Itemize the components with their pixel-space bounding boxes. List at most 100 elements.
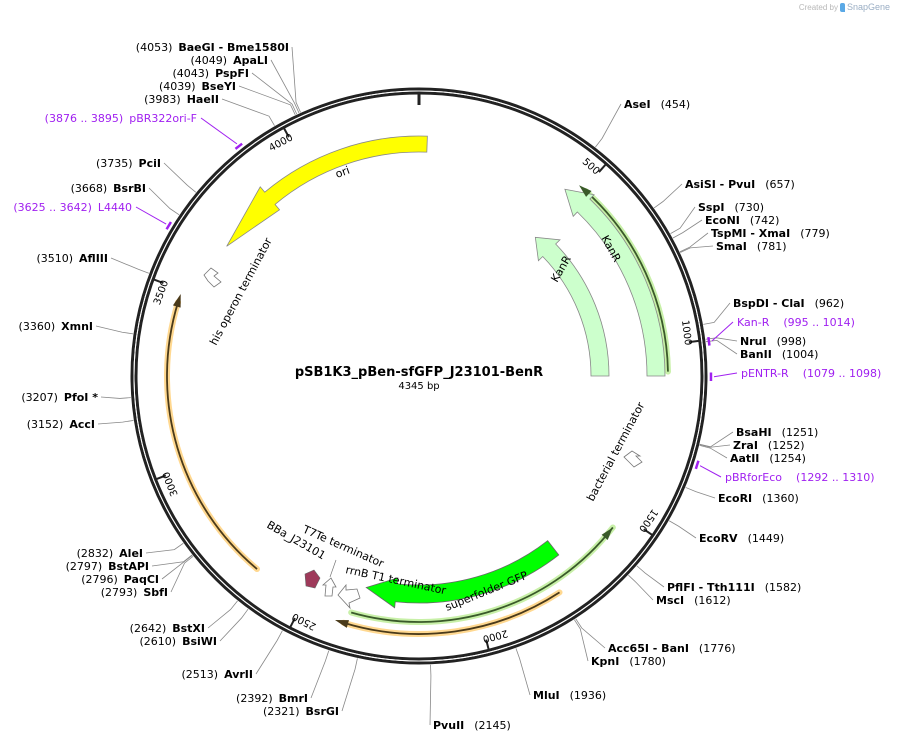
site-name: NruI [740, 335, 767, 348]
site-leader-line [219, 608, 249, 642]
restriction-site[interactable]: (4043) PspFI [173, 67, 249, 80]
site-name: PciI [139, 157, 161, 170]
restriction-site[interactable]: (2321) BsrGI [263, 705, 339, 718]
restriction-site[interactable]: BsaHI (1251) [736, 426, 818, 439]
restriction-site[interactable]: (2513) AvrII [182, 668, 253, 681]
site-position: (3360) [19, 320, 56, 333]
restriction-site[interactable]: KpnI (1780) [591, 655, 666, 668]
feature-bacterial-terminator[interactable] [623, 450, 643, 468]
site-position: (1251) [782, 426, 819, 439]
site-leader-line [238, 85, 296, 116]
site-name: BsrBI [113, 182, 146, 195]
feature-bba-j23101[interactable] [304, 569, 321, 589]
feature-superfolder-gfp[interactable] [365, 540, 560, 609]
restriction-site[interactable]: MluI (1936) [533, 689, 606, 702]
restriction-site[interactable]: TspMI - XmaI (779) [711, 227, 830, 240]
primer-name: Kan-R [737, 316, 770, 329]
site-name: BanII [740, 348, 772, 361]
site-leader-line [705, 339, 738, 355]
site-name: MscI [656, 594, 684, 607]
restriction-site[interactable]: ZraI (1252) [733, 439, 805, 452]
restriction-site[interactable]: (3207) PfoI * [21, 391, 98, 404]
restriction-site[interactable]: SmaI (781) [716, 240, 787, 253]
restriction-site[interactable]: EcoRI (1360) [718, 492, 799, 505]
primer-mark[interactable] [707, 337, 711, 346]
restriction-site[interactable]: MscI (1612) [656, 594, 731, 607]
primer[interactable]: Kan-R (995 .. 1014) [737, 316, 855, 329]
feature-ori[interactable] [226, 135, 428, 247]
restriction-site[interactable]: (2392) BmrI [236, 692, 308, 705]
label-his-operon-terminator: his operon terminator [207, 235, 275, 347]
restriction-site[interactable]: (4053) BaeGI - Bme1580I [136, 41, 289, 54]
restriction-site-labels: AseI (454) AsiSI - PvuI (657) SspI (730)EcoNI… [19, 41, 845, 732]
primer[interactable]: (3876 .. 3895) pBR322ori-F [45, 112, 197, 125]
tick-label: 2500 [290, 610, 318, 631]
site-leader-line [270, 59, 300, 114]
restriction-site[interactable]: (3668) BsrBI [71, 182, 146, 195]
restriction-site[interactable]: (3360) XmnI [19, 320, 93, 333]
site-position: (3668) [71, 182, 108, 195]
primer[interactable]: pENTR-R (1079 .. 1098) [741, 367, 881, 380]
site-leader-lines [95, 46, 738, 726]
restriction-site[interactable]: AatII (1254) [730, 452, 806, 465]
restriction-site[interactable]: Acc65I - BanI (1776) [608, 642, 736, 655]
site-name: ApaLI [233, 54, 268, 67]
restriction-site[interactable]: PflFI - Tth111I (1582) [667, 581, 801, 594]
restriction-site[interactable]: NruI (998) [740, 335, 806, 348]
site-leader-line [705, 337, 738, 342]
primer-name: pBRforEco [725, 471, 782, 484]
feature-his-operon-terminator[interactable] [203, 267, 222, 288]
primer[interactable]: pBRforEco (1292 .. 1310) [725, 471, 875, 484]
site-leader-line [341, 658, 358, 712]
primer[interactable]: (3625 .. 3642) L4440 [13, 201, 132, 214]
restriction-site[interactable]: AseI (454) [624, 98, 690, 111]
site-leader-line [221, 98, 275, 126]
restriction-site[interactable]: EcoRV (1449) [699, 532, 784, 545]
restriction-site[interactable]: AsiSI - PvuI (657) [685, 178, 795, 191]
restriction-site[interactable]: (2832) AleI [77, 547, 143, 560]
restriction-site[interactable]: (2642) BstXI [130, 622, 205, 635]
feature-kanr-inner[interactable] [534, 236, 610, 377]
orf-arrowhead [335, 619, 349, 628]
restriction-site[interactable]: BanII (1004) [740, 348, 818, 361]
orf-arrowhead [579, 185, 592, 197]
restriction-site[interactable]: (2796) PaqCI [81, 573, 159, 586]
feature-rrnb-t1-terminator[interactable] [337, 583, 361, 610]
restriction-site[interactable]: (3735) PciI [96, 157, 161, 170]
restriction-site[interactable]: (4039) BseYI [159, 80, 236, 93]
restriction-site[interactable]: (3983) HaeII [144, 93, 219, 106]
restriction-site[interactable]: (2610) BsiWI [139, 635, 217, 648]
restriction-site[interactable]: EcoNI (742) [705, 214, 779, 227]
site-name: BseYI [202, 80, 236, 93]
label-bacterial-terminator: bacterial terminator [584, 400, 647, 504]
site-name: SbfI [143, 586, 168, 599]
feature-kanr-outer[interactable] [564, 188, 666, 377]
site-leader-line [670, 206, 696, 234]
site-leader-line [636, 565, 665, 588]
site-name: BstAPI [108, 560, 149, 573]
site-position: (1776) [699, 642, 736, 655]
restriction-site[interactable]: PvuII (2145) [433, 719, 511, 732]
restriction-site[interactable]: (4049) ApaLI [191, 54, 269, 67]
site-leader-line [595, 103, 622, 148]
site-name: MluI [533, 689, 560, 702]
site-leader-line [163, 162, 197, 193]
restriction-site[interactable]: (2793) SbfI [101, 586, 168, 599]
restriction-site[interactable]: SspI (730) [698, 201, 764, 214]
site-position: (998) [777, 335, 807, 348]
primer-labels: Kan-R (995 .. 1014) pENTR-R (1079 .. 1098) p… [13, 112, 881, 484]
site-position: (781) [757, 240, 787, 253]
feature-arrows [164, 135, 666, 628]
restriction-site[interactable]: BspDI - ClaI (962) [733, 297, 844, 310]
primer-mark[interactable] [165, 221, 173, 230]
site-leader-line [575, 618, 606, 649]
site-position: (4039) [159, 80, 196, 93]
restriction-site[interactable]: (3152) AccI [27, 418, 95, 431]
restriction-site[interactable]: (2797) BstAPI [66, 560, 149, 573]
primer-mark[interactable] [694, 460, 700, 470]
site-position: (1360) [762, 492, 799, 505]
tick-label: 2000 [481, 627, 508, 644]
feature-t7te-terminator[interactable] [321, 577, 337, 597]
restriction-site[interactable]: (3510) AflIII [36, 252, 108, 265]
primer-mark[interactable] [234, 142, 243, 150]
